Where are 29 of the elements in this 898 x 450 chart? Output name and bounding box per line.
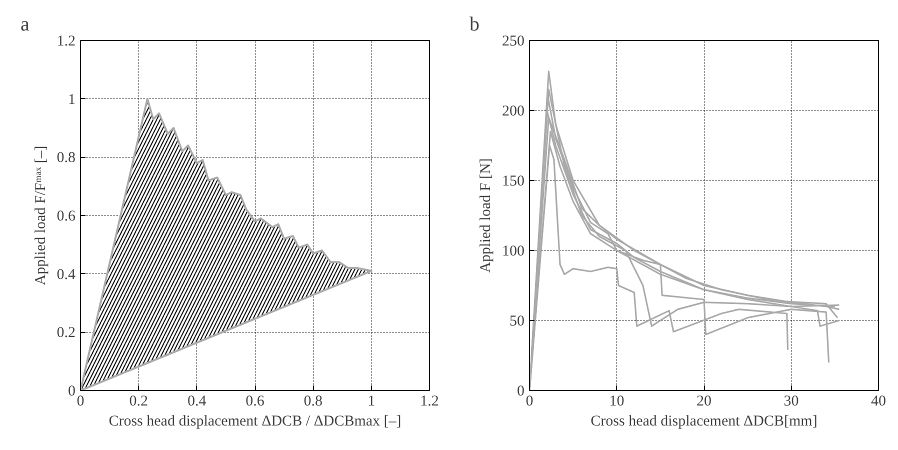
- x-axis-title: Cross head displacement ΔDCB[mm]: [590, 414, 818, 430]
- y-tick-label: 0.6: [56, 208, 76, 224]
- chart-title: a: [20, 14, 30, 36]
- y-tick-label: 100: [502, 244, 524, 260]
- y-axis-title: Applied load F/Fᵐᵃˣ [–]: [32, 146, 49, 286]
- x-tick-label: 0.8: [304, 394, 323, 410]
- x-tick-label: 10: [609, 394, 624, 410]
- x-tick-label: 30: [784, 394, 799, 410]
- y-axis-title: Applied load F [N]: [478, 158, 494, 273]
- x-axis-title: Cross head displacement ΔDCB / ΔDCBmax [–]: [108, 414, 402, 430]
- x-tick-label: 0.6: [246, 394, 265, 410]
- x-tick-label: 0.2: [129, 394, 148, 410]
- x-tick-label: 0.4: [187, 394, 207, 410]
- chart-title: b: [470, 14, 480, 36]
- y-tick-label: 250: [502, 34, 524, 50]
- y-tick-label: 0: [517, 384, 524, 400]
- y-tick-label: 150: [502, 174, 524, 190]
- y-tick-label: 1.2: [56, 34, 76, 50]
- x-tick-label: 1: [368, 394, 376, 410]
- y-tick-label: 200: [502, 104, 524, 120]
- x-tick-label: 1.2: [420, 394, 439, 410]
- y-tick-label: 0.2: [56, 325, 76, 342]
- y-tick-label: 0.8: [56, 150, 76, 166]
- y-tick-label: 0: [68, 384, 76, 400]
- x-tick-label: 20: [696, 394, 712, 410]
- y-tick-label: 1: [68, 92, 76, 108]
- y-tick-label: 0.4: [56, 266, 76, 283]
- y-tick-label: 50: [510, 314, 524, 330]
- x-tick-label: 40: [871, 394, 886, 410]
